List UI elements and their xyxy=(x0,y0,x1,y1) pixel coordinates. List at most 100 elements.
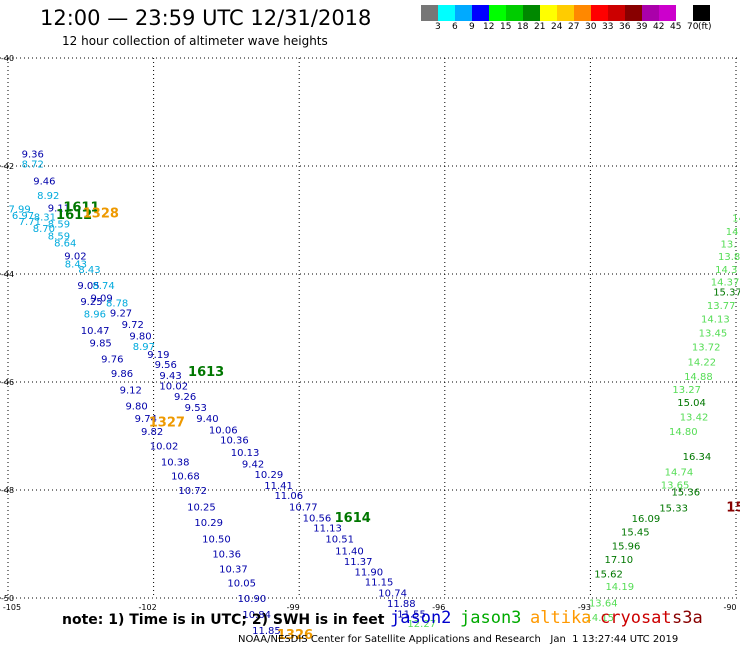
wave-height-label: 13.8 xyxy=(718,252,740,263)
wave-height-label: 13.72 xyxy=(692,343,721,354)
color-scale-label: 39 xyxy=(636,22,648,32)
wave-height-label: 10.29 xyxy=(255,470,284,481)
wave-height-label: 13.65 xyxy=(661,480,690,491)
longitude-tick-label: -102 xyxy=(139,603,157,612)
color-swatch xyxy=(455,5,472,21)
longitude-tick-label: -90 xyxy=(723,603,736,612)
wave-height-label: 13.45 xyxy=(699,329,728,340)
pass-number-label: 1614 xyxy=(335,511,371,526)
wave-height-label: 10.05 xyxy=(227,579,256,590)
wave-height-label: 9.86 xyxy=(111,369,133,380)
wave-height-label: 8.59 xyxy=(48,220,70,231)
wave-height-label: 9.02 xyxy=(64,251,86,262)
color-scale-label: 21 xyxy=(534,22,546,32)
color-swatch xyxy=(506,5,523,21)
wave-height-label: 15.37 xyxy=(713,288,740,299)
wave-height-label: 8.31 xyxy=(34,213,56,224)
color-swatch xyxy=(693,5,710,21)
wave-height-label: 8.74 xyxy=(92,281,114,292)
wave-height-label: 10.68 xyxy=(171,472,200,483)
wave-height-label: 10.50 xyxy=(202,534,231,545)
color-scale-label: 45 xyxy=(670,22,682,32)
wave-height-label: 9.74 xyxy=(135,414,157,425)
wave-height-label: 9.26 xyxy=(174,392,196,403)
color-scale-label: 27 xyxy=(568,22,580,32)
wave-height-label: 10.77 xyxy=(289,503,318,514)
color-scale-label: 70 xyxy=(687,22,699,32)
wave-height-label: 11.13 xyxy=(313,524,342,535)
wave-height-label: 13.77 xyxy=(707,301,736,312)
footer-timestamp: Jan 1 13:27:44 UTC 2019 xyxy=(550,634,679,645)
color-scale-label: (ft) xyxy=(698,22,712,32)
pass-number-label: 1529 xyxy=(726,501,740,516)
wave-height-label: 9.43 xyxy=(159,371,181,382)
wave-height-label: 14.88 xyxy=(684,372,713,383)
pass-number-label: 1327 xyxy=(149,415,185,430)
wave-height-label: 16.34 xyxy=(683,452,712,463)
footer: NOAA/NESDIS Center for Satellite Applica… xyxy=(238,634,678,645)
wave-height-label: 9.72 xyxy=(122,320,144,331)
longitude-tick-label: -93 xyxy=(578,603,591,612)
wave-height-label: 10.84 xyxy=(242,610,271,621)
color-scale-label: 18 xyxy=(517,22,529,32)
wave-height-label: 9.56 xyxy=(155,360,177,371)
legend-item-s3a: s3a xyxy=(672,608,703,628)
wave-height-label: 10.02 xyxy=(150,442,179,453)
wave-height-label: 15.04 xyxy=(677,398,706,409)
wave-height-label: 11.41 xyxy=(264,481,293,492)
color-scale-labels: 3 6 9 12 15 18 21 24 27 30 33 36 39 42 45 70 (ft) xyxy=(421,22,740,36)
wave-height-label: 10.36 xyxy=(212,550,241,561)
wave-height-label: 13.64 xyxy=(589,599,618,610)
wave-height-label: 14.3 xyxy=(715,265,737,276)
footer-credit: NOAA/NESDIS Center for Satellite Applica… xyxy=(238,634,541,645)
wave-height-label: 11.15 xyxy=(365,578,394,589)
wave-height-label: 10.36 xyxy=(220,436,249,447)
wave-height-label: 10.29 xyxy=(194,518,223,529)
wave-height-label: 14.13 xyxy=(701,315,730,326)
color-scale-label: 30 xyxy=(585,22,597,32)
legend-item-altika: altika xyxy=(530,608,592,628)
wave-height-label: 10.47 xyxy=(81,326,110,337)
color-swatch xyxy=(642,5,659,21)
wave-height-label: 9.80 xyxy=(125,402,147,413)
wave-height-label: 11.90 xyxy=(355,567,384,578)
latitude-tick-label: -48 xyxy=(1,486,14,495)
color-scale-label: 42 xyxy=(653,22,665,32)
pass-number-label: 1326 xyxy=(277,628,313,643)
legend-item-jason2: jason2 xyxy=(390,608,452,628)
wave-height-label: 14.19 xyxy=(605,582,634,593)
wave-height-label: 11.55 xyxy=(397,609,426,620)
wave-height-label: 8.72 xyxy=(22,160,44,171)
wave-height-label: 10.13 xyxy=(231,448,260,459)
axis-tick-labels: -105 -102 -99 -96 -93 -90 -40 -42 -44 -46 -48 -50 xyxy=(1,54,737,612)
color-swatch xyxy=(591,5,608,21)
color-scale-label: 6 xyxy=(452,22,458,32)
color-swatch xyxy=(421,5,438,21)
wave-height-label: 9.19 xyxy=(147,350,169,361)
wave-height-label: 14.74 xyxy=(665,467,694,478)
wave-height-label: 8.43 xyxy=(65,260,87,271)
wave-height-label: 10.25 xyxy=(187,503,216,514)
legend-item-cryosat: cryosat xyxy=(600,608,672,628)
wave-height-label: 9.27 xyxy=(110,309,132,320)
latitude-tick-label: -50 xyxy=(1,594,14,603)
wave-height-label: 10.02 xyxy=(159,382,188,393)
longitude-tick-label: -99 xyxy=(287,603,300,612)
wave-height-label: 10.38 xyxy=(161,458,190,469)
longitude-tick-label: -105 xyxy=(3,603,21,612)
wave-height-label: 9.40 xyxy=(196,414,218,425)
wave-height-label: 10.06 xyxy=(209,425,238,436)
pass-number-label: 1613 xyxy=(188,365,224,380)
wave-height-label: 14 xyxy=(726,227,739,238)
color-swatch xyxy=(574,5,591,21)
wave-height-label: 8.96 xyxy=(84,310,106,321)
wave-height-label: 8.59 xyxy=(48,231,70,242)
wave-height-label: 9.05 xyxy=(77,281,99,292)
color-scale-label: 12 xyxy=(483,22,495,32)
color-scale-label: 36 xyxy=(619,22,631,32)
color-swatch xyxy=(489,5,506,21)
pass-number-label: 1328 xyxy=(83,206,119,221)
wave-height-label: 8.64 xyxy=(54,238,76,249)
longitude-tick-label: -96 xyxy=(432,603,445,612)
wave-height-label: 10.56 xyxy=(303,513,332,524)
